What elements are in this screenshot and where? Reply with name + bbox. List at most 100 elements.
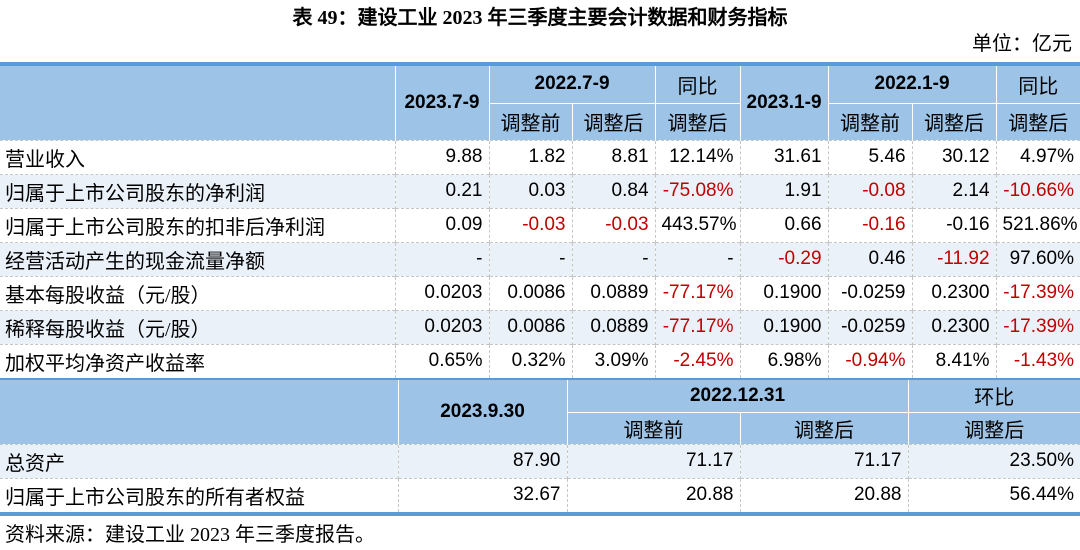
value-cell: 30.12 xyxy=(911,139,997,174)
balance-table: 2023.9.30 2022.12.31 环比 调整前 调整后 调整后 总资产 8… xyxy=(0,380,1080,512)
value-cell: -11.92 xyxy=(911,241,997,276)
value-cell: - xyxy=(571,241,656,276)
value-cell: 71.17 xyxy=(566,443,740,478)
header-adjust-before: 调整前 xyxy=(566,412,740,444)
header-qoq: 环比 xyxy=(907,380,1080,413)
value-cell: 1.82 xyxy=(488,139,572,174)
table-row: 归属于上市公司股东的净利润 0.21 0.03 0.84 -75.08% 1.91 -0.0… xyxy=(0,173,1080,208)
value-cell: -0.16 xyxy=(911,207,997,242)
header-2022-7-9: 2022.7-9 xyxy=(488,66,656,104)
table-row: 加权平均净资产收益率 0.65% 0.32% 3.09% -2.45% 6.98% -0.9… xyxy=(0,343,1080,378)
header-adjust-after: 调整后 xyxy=(654,103,741,140)
header-adjust-before: 调整前 xyxy=(827,103,913,140)
row-label: 加权平均净资产收益率 xyxy=(0,343,395,378)
value-cell: 71.17 xyxy=(739,443,908,478)
value-cell: 6.98% xyxy=(739,343,829,378)
value-cell: -0.0259 xyxy=(827,275,913,310)
source-note: 资料来源：建设工业 2023 年三季度报告。 xyxy=(5,524,375,546)
value-cell: 8.41% xyxy=(911,343,997,378)
table-row: 归属于上市公司股东的扣非后净利润 0.09 -0.03 -0.03 443.57% 0.6… xyxy=(0,207,1080,242)
value-cell: -17.39% xyxy=(995,309,1080,344)
header-2023-1-9: 2023.1-9 xyxy=(739,66,829,140)
value-cell: 87.90 xyxy=(397,443,567,478)
balance-table-section: 2023.9.30 2022.12.31 环比 调整前 调整后 调整后 总资产 8… xyxy=(0,378,1080,512)
value-cell: 0.66 xyxy=(739,207,829,242)
row-label: 归属于上市公司股东的净利润 xyxy=(0,173,395,208)
header-row-top: 2023.7-9 2022.7-9 同比 2023.1-9 2022.1-9 同… xyxy=(0,66,1080,140)
value-cell: 20.88 xyxy=(739,477,908,512)
table-row: 归属于上市公司股东的所有者权益 32.67 20.88 20.88 56.44% xyxy=(0,477,1080,512)
value-cell: 443.57% xyxy=(654,207,741,242)
value-cell: -10.66% xyxy=(995,173,1080,208)
header-2022-12-31: 2022.12.31 xyxy=(566,380,908,413)
value-cell: 3.09% xyxy=(571,343,656,378)
value-cell: 0.32% xyxy=(488,343,572,378)
row-label: 经营活动产生的现金流量净额 xyxy=(0,241,395,276)
value-cell: -0.08 xyxy=(827,173,913,208)
header-yoy-ytd: 同比 xyxy=(995,66,1080,104)
table-row: 稀释每股收益（元/股） 0.0203 0.0086 0.0889 -77.17% 0.19… xyxy=(0,309,1080,344)
value-cell: 0.0889 xyxy=(571,275,656,310)
value-cell: -0.03 xyxy=(571,207,656,242)
value-cell: 0.46 xyxy=(827,241,913,276)
value-cell: 23.50% xyxy=(907,443,1080,478)
value-cell: -0.16 xyxy=(827,207,913,242)
value-cell: 97.60% xyxy=(995,241,1080,276)
value-cell: 0.03 xyxy=(488,173,572,208)
header-blank-cell xyxy=(0,380,398,444)
value-cell: 0.0203 xyxy=(394,309,489,344)
value-cell: -2.45% xyxy=(654,343,741,378)
value-cell: - xyxy=(654,241,741,276)
page-title: 表 49：建设工业 2023 年三季度主要会计数据和财务指标 xyxy=(292,7,788,29)
header-adjust-after: 调整后 xyxy=(907,412,1080,444)
value-cell: 521.86% xyxy=(995,207,1080,242)
value-cell: 0.65% xyxy=(394,343,489,378)
value-cell: 0.84 xyxy=(571,173,656,208)
table-row: 基本每股收益（元/股） 0.0203 0.0086 0.0889 -77.17% 0.19… xyxy=(0,275,1080,310)
header-2022-1-9: 2022.1-9 xyxy=(827,66,997,104)
value-cell: 2.14 xyxy=(911,173,997,208)
table-bottom-rule xyxy=(0,512,1080,516)
value-cell: 8.81 xyxy=(571,139,656,174)
row-label: 基本每股收益（元/股） xyxy=(0,275,395,310)
value-cell: 56.44% xyxy=(907,477,1080,512)
header-2023-7-9: 2023.7-9 xyxy=(394,66,489,140)
row-label: 归属于上市公司股东的扣非后净利润 xyxy=(0,207,395,242)
value-cell: -77.17% xyxy=(654,309,741,344)
header-blank-cell xyxy=(0,66,395,140)
value-cell: 32.67 xyxy=(397,477,567,512)
header-row-sub: 调整前 调整后 调整后 调整前 调整后 调整后 xyxy=(0,103,1080,140)
value-cell: 0.0086 xyxy=(488,275,572,310)
row-label: 归属于上市公司股东的所有者权益 xyxy=(0,477,398,512)
header-2023-9-30: 2023.9.30 xyxy=(397,380,567,444)
value-cell: 0.0889 xyxy=(571,309,656,344)
header-adjust-after: 调整后 xyxy=(995,103,1080,140)
value-cell: 0.09 xyxy=(394,207,489,242)
value-cell: -0.94% xyxy=(827,343,913,378)
quarterly-table: 2023.7-9 2022.7-9 同比 2023.1-9 2022.1-9 同… xyxy=(0,66,1080,378)
value-cell: - xyxy=(488,241,572,276)
value-cell: 0.1900 xyxy=(739,275,829,310)
value-cell: -17.39% xyxy=(995,275,1080,310)
row-label: 总资产 xyxy=(0,443,398,478)
value-cell: -0.0259 xyxy=(827,309,913,344)
table-row: 经营活动产生的现金流量净额 - - - - -0.29 0.46 -11.92 97.60% xyxy=(0,241,1080,276)
header-adjust-after: 调整后 xyxy=(571,103,656,140)
value-cell: 9.88 xyxy=(394,139,489,174)
value-cell: 31.61 xyxy=(739,139,829,174)
value-cell: -77.17% xyxy=(654,275,741,310)
header-yoy-quarter: 同比 xyxy=(654,66,741,104)
value-cell: - xyxy=(394,241,489,276)
header-adjust-before: 调整前 xyxy=(488,103,572,140)
row-label: 营业收入 xyxy=(0,139,395,174)
value-cell: -75.08% xyxy=(654,173,741,208)
value-cell: 4.97% xyxy=(995,139,1080,174)
table-row: 总资产 87.90 71.17 71.17 23.50% xyxy=(0,443,1080,478)
value-cell: 0.1900 xyxy=(739,309,829,344)
header-row-sub: 调整前 调整后 调整后 xyxy=(0,412,1080,444)
value-cell: 20.88 xyxy=(566,477,740,512)
header-adjust-after: 调整后 xyxy=(739,412,908,444)
unit-label: 单位：亿元 xyxy=(972,33,1072,55)
value-cell: 0.0203 xyxy=(394,275,489,310)
value-cell: -0.03 xyxy=(488,207,572,242)
